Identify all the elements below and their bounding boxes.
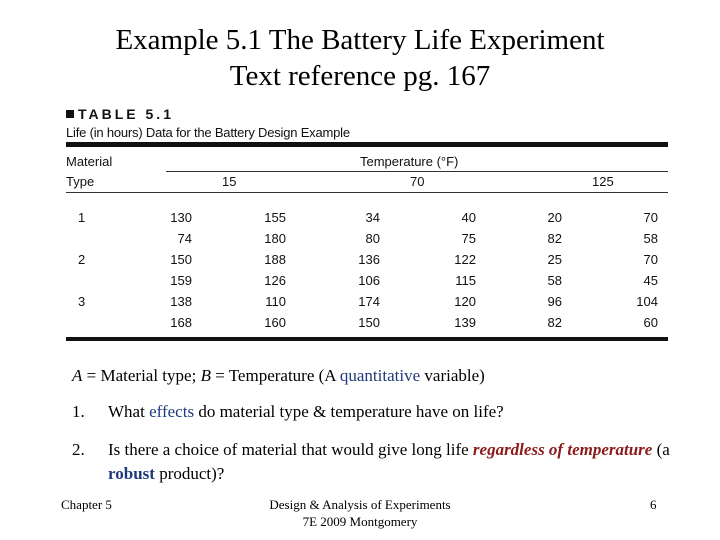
header-bottom-rule	[66, 192, 668, 193]
footer-page-number: 6	[650, 497, 657, 512]
table-cell: 104	[636, 294, 658, 309]
footer-chapter: Chapter 5	[61, 497, 112, 512]
material-label: 2	[78, 252, 86, 267]
temp-header: 70	[410, 174, 425, 189]
table-cell: 20	[547, 210, 562, 225]
table-cell: 155	[264, 210, 286, 225]
table-cell: 74	[177, 231, 192, 246]
table-cell: 70	[643, 252, 658, 267]
table-cell: 82	[547, 315, 562, 330]
table-cell: 130	[170, 210, 192, 225]
table-cell: 106	[358, 273, 380, 288]
table-cell: 159	[170, 273, 192, 288]
table-cell: 120	[454, 294, 476, 309]
square-bullet-icon	[66, 110, 74, 118]
table-cell: 136	[358, 252, 380, 267]
table-cell: 168	[170, 315, 192, 330]
table-cell: 122	[454, 252, 476, 267]
temp-header: 15	[222, 174, 237, 189]
header-temperature: Temperature (°F)	[360, 154, 459, 169]
header-type: Type	[66, 174, 95, 189]
table-cell: 25	[547, 252, 562, 267]
table-cell: 138	[170, 294, 192, 309]
data-table: TABLE 5.1 Life (in hours) Data for the B…	[66, 104, 668, 342]
table-top-rule	[66, 142, 668, 147]
header-material: Material	[66, 154, 113, 169]
table-cell: 160	[264, 315, 286, 330]
title-line-1: Example 5.1 The Battery Life Experiment	[115, 24, 605, 56]
table-cell: 34	[365, 210, 380, 225]
footer-center: Design & Analysis of Experiments 7E 2009…	[269, 497, 451, 529]
table-cell: 45	[643, 273, 658, 288]
table-cell: 110	[265, 294, 286, 309]
slide-title: Example 5.1 The Battery Life Experiment …	[0, 22, 720, 94]
material-label: 1	[78, 210, 86, 225]
table-cell: 150	[358, 315, 380, 330]
variable-note: A = Material type; B = Temperature (A qu…	[72, 366, 485, 385]
table-cell: 150	[170, 252, 192, 267]
table-cell: 96	[547, 294, 562, 309]
temp-header: 125	[592, 174, 614, 189]
table-cell: 139	[454, 315, 476, 330]
table-cell: 60	[643, 315, 658, 330]
table-label: TABLE 5.1	[66, 106, 174, 122]
table-cell: 58	[547, 273, 562, 288]
table-cell: 80	[365, 231, 380, 246]
table-cell: 174	[358, 294, 380, 309]
table-bottom-rule	[66, 337, 668, 341]
table-cell: 82	[547, 231, 562, 246]
table-cell: 188	[264, 252, 286, 267]
table-cell: 40	[461, 210, 476, 225]
material-label: 3	[78, 294, 86, 309]
table-cell: 58	[643, 231, 658, 246]
table-cell: 70	[643, 210, 658, 225]
table-caption: Life (in hours) Data for the Battery Des…	[66, 125, 350, 140]
table-cell: 75	[461, 231, 476, 246]
table-cell: 180	[264, 231, 286, 246]
title-line-2: Text reference pg. 167	[229, 60, 491, 92]
table-cell: 126	[264, 273, 286, 288]
table-cell: 115	[455, 273, 476, 288]
temperature-rule	[166, 171, 668, 172]
